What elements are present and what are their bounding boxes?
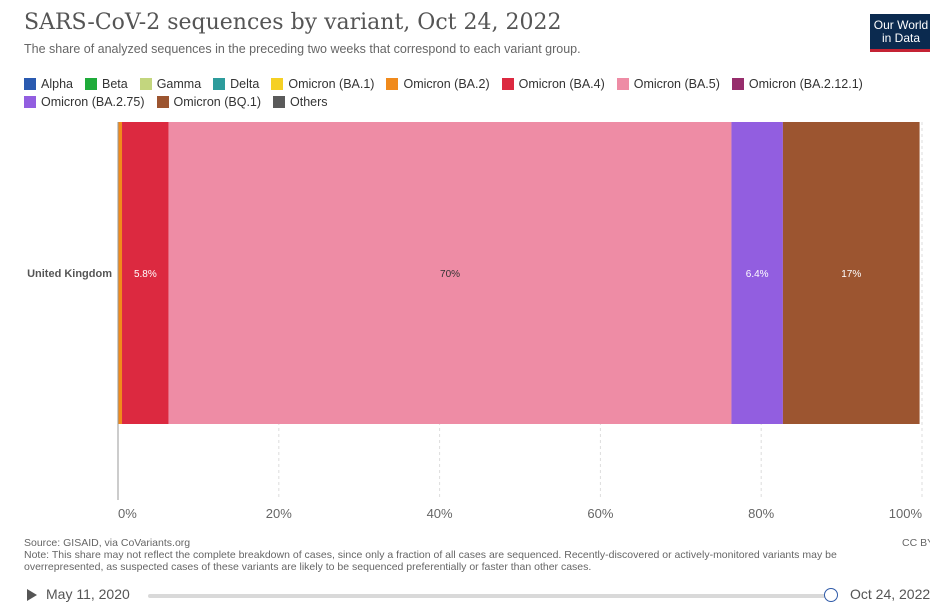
legend-item[interactable]: Omicron (BA.2) xyxy=(386,76,490,91)
legend: Alpha Beta Gamma Delta Omicron (BA.1) Omicron… xyxy=(24,76,904,109)
legend-item[interactable]: Beta xyxy=(84,76,128,91)
source-text: Source: GISAID, via CoVariants.org xyxy=(24,537,191,549)
x-tick-label: 80% xyxy=(748,506,774,521)
timeline-track[interactable] xyxy=(148,594,832,598)
legend-swatch xyxy=(213,77,226,90)
logo-line-1: Our World xyxy=(873,18,929,32)
legend-item[interactable]: Omicron (BA.2.12.1) xyxy=(731,76,863,91)
legend-item[interactable]: Omicron (BQ.1) xyxy=(156,94,262,109)
legend-label: Omicron (BA.2.12.1) xyxy=(748,76,863,91)
legend-item[interactable]: Gamma xyxy=(139,76,202,91)
license-link[interactable]: CC BY xyxy=(902,537,930,549)
data-label: 6.4% xyxy=(746,269,769,280)
logo-accent-bar xyxy=(870,49,930,52)
category-label: United Kingdom xyxy=(27,268,112,280)
chart-title: SARS-CoV-2 sequences by variant, Oct 24,… xyxy=(24,10,562,35)
timeline: May 11, 2020 Oct 24, 2022 xyxy=(24,586,930,602)
bar-segment xyxy=(731,122,783,424)
play-icon[interactable] xyxy=(27,589,37,601)
legend-item[interactable]: Omicron (BA.4) xyxy=(501,76,605,91)
owid-logo[interactable]: Our World in Data xyxy=(870,14,930,52)
legend-item[interactable]: Delta xyxy=(213,76,259,91)
data-label: 5.8% xyxy=(134,269,157,280)
footnote: Source: GISAID, via CoVariants.org Note:… xyxy=(24,537,884,573)
data-label: 70% xyxy=(440,269,460,280)
legend-swatch xyxy=(616,77,629,90)
legend-label: Alpha xyxy=(41,76,73,91)
x-tick-label: 0% xyxy=(118,506,137,521)
legend-label: Omicron (BA.2.75) xyxy=(41,94,145,109)
logo-line-2: in Data xyxy=(881,31,921,45)
timeline-start-date: May 11, 2020 xyxy=(46,586,130,602)
legend-swatch xyxy=(84,77,97,90)
legend-swatch xyxy=(386,77,399,90)
x-tick-label: 40% xyxy=(427,506,453,521)
bar-segment xyxy=(168,122,732,424)
legend-item[interactable]: Omicron (BA.1) xyxy=(271,76,374,91)
legend-label: Omicron (BA.1) xyxy=(288,76,375,91)
legend-label: Omicron (BA.5) xyxy=(633,76,720,91)
data-label: 17% xyxy=(841,269,861,280)
legend-label: Delta xyxy=(230,76,260,91)
legend-swatch xyxy=(271,77,284,90)
legend-label: Gamma xyxy=(156,76,202,91)
timeline-handle[interactable] xyxy=(824,588,838,602)
legend-label: Beta xyxy=(101,76,128,91)
legend-item[interactable]: Alpha xyxy=(24,76,73,91)
legend-label: Omicron (BA.4) xyxy=(518,76,605,91)
legend-label: Omicron (BA.2) xyxy=(403,76,490,91)
legend-label: Omicron (BQ.1) xyxy=(173,94,262,109)
legend-swatch xyxy=(731,77,744,90)
timeline-end-date: Oct 24, 2022 xyxy=(850,586,930,602)
legend-item[interactable]: Omicron (BA.2.75) xyxy=(24,94,145,109)
note-text: Note: This share may not reflect the com… xyxy=(24,549,837,573)
legend-swatch xyxy=(273,95,286,108)
legend-swatch xyxy=(24,95,36,108)
x-tick-label: 100% xyxy=(889,506,923,521)
legend-swatch xyxy=(24,77,36,90)
bar-segment xyxy=(122,122,169,424)
x-tick-label: 60% xyxy=(587,506,613,521)
chart-subtitle: The share of analyzed sequences in the p… xyxy=(24,42,581,56)
legend-swatch xyxy=(156,95,169,108)
x-tick-label: 20% xyxy=(266,506,292,521)
legend-item[interactable]: Others xyxy=(273,94,328,109)
bar-segment xyxy=(118,122,123,424)
legend-swatch xyxy=(139,77,152,90)
legend-label: Others xyxy=(290,94,328,109)
legend-swatch xyxy=(501,77,514,90)
bar-segment xyxy=(782,122,920,424)
legend-item[interactable]: Omicron (BA.5) xyxy=(616,76,720,91)
stacked-bar-chart: 0% 20% 40% 60% 80% 100% United Kingdom 5.8% 70% 6… xyxy=(27,122,923,521)
